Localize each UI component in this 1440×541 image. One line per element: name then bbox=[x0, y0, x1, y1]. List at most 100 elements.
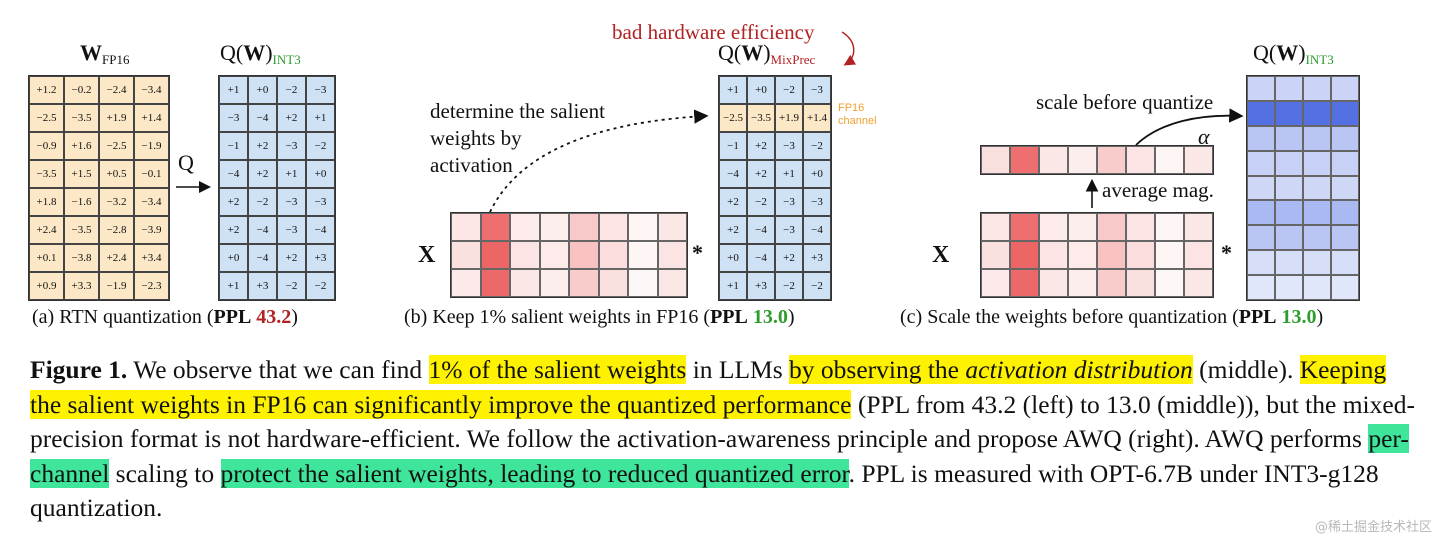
caption-a: (a) RTN quantization (PPL 43.2) bbox=[32, 306, 298, 328]
fp16-cell: +1.9 bbox=[99, 104, 134, 132]
mixprec-cell: +1.9 bbox=[775, 104, 803, 132]
activation-cell bbox=[1097, 213, 1126, 241]
fp16-cell: −3.4 bbox=[134, 188, 169, 216]
mixprec-cell: +1 bbox=[719, 272, 747, 300]
mixprec-cell: −2 bbox=[747, 188, 775, 216]
activation-cell bbox=[1155, 213, 1184, 241]
int3-cell: −2 bbox=[248, 188, 277, 216]
activation-cell bbox=[657, 269, 687, 297]
salient-dotted-arrow bbox=[489, 109, 709, 213]
activation-cell bbox=[510, 213, 540, 241]
activation-cell bbox=[1039, 269, 1068, 297]
int3-cell: −4 bbox=[219, 160, 248, 188]
activation-cell bbox=[1010, 213, 1039, 241]
fp16-cell: +1.6 bbox=[64, 132, 99, 160]
activation-cell bbox=[1184, 241, 1213, 269]
activation-cell bbox=[1039, 241, 1068, 269]
scaled-weight-cell bbox=[1303, 225, 1331, 251]
mixprec-cell: −4 bbox=[747, 216, 775, 244]
mixprec-cell: +1.4 bbox=[803, 104, 831, 132]
mixprec-cell: +0 bbox=[803, 160, 831, 188]
scaled-weight-cell bbox=[1275, 125, 1303, 151]
average-mag-cell bbox=[1097, 146, 1126, 174]
scale-before-quantize-label: scale before quantize bbox=[1036, 90, 1214, 114]
average-mag-label: average mag. bbox=[1102, 178, 1214, 202]
mixprec-cell: +3 bbox=[747, 272, 775, 300]
alpha-label: α bbox=[1198, 124, 1210, 149]
fp16-cell: −3.8 bbox=[64, 244, 99, 272]
scaled-weight-cell bbox=[1275, 76, 1303, 101]
fp16-channel-label: FP16 channel bbox=[838, 102, 877, 127]
fp16-cell: −2.8 bbox=[99, 216, 134, 244]
activation-cell bbox=[569, 213, 599, 241]
scaled-weight-cell bbox=[1247, 125, 1275, 151]
activation-cell bbox=[628, 241, 658, 269]
activation-heatmap-b bbox=[450, 212, 688, 298]
scaled-weight-cell bbox=[1247, 250, 1275, 276]
fp16-cell: −2.3 bbox=[134, 272, 169, 300]
fp16-cell: −2.5 bbox=[99, 132, 134, 160]
highlight-1: 1% of the salient weights bbox=[428, 355, 687, 384]
fp16-cell: +1.2 bbox=[29, 76, 64, 104]
q-w-mixprec-title: Q(W)MixPrec bbox=[718, 40, 816, 67]
figure-caption: Figure 1. We observe that we can find 1%… bbox=[30, 355, 1415, 522]
multiply-symbol-c: * bbox=[1221, 240, 1232, 265]
int3-cell: +2 bbox=[219, 188, 248, 216]
activation-cell bbox=[510, 269, 540, 297]
average-mag-cell bbox=[1184, 146, 1213, 174]
scaled-weight-cell bbox=[1247, 150, 1275, 176]
mixprec-cell: +2 bbox=[747, 160, 775, 188]
int3-cell: +2 bbox=[248, 160, 277, 188]
mixprec-cell: +2 bbox=[719, 216, 747, 244]
quantize-arrow-label: Q bbox=[178, 150, 194, 175]
activation-x-label-b: X bbox=[418, 242, 436, 268]
int3-cell: −3 bbox=[277, 216, 306, 244]
mixed-precision-weight-matrix: +1 +0 −2 −3 −2.5 −3.5 +1.9 +1.4 −1 +2 −3 −2 −4 +2 +1 +0… bbox=[718, 75, 832, 301]
scaled-weight-cell bbox=[1275, 175, 1303, 201]
mixprec-cell: −4 bbox=[747, 244, 775, 272]
fp16-cell: −1.9 bbox=[99, 272, 134, 300]
mixprec-cell: −3.5 bbox=[747, 104, 775, 132]
activation-cell bbox=[451, 213, 481, 241]
scaled-weight-cell bbox=[1331, 175, 1359, 201]
int3-cell: −4 bbox=[306, 216, 335, 244]
activation-cell bbox=[539, 213, 569, 241]
int3-cell: −4 bbox=[248, 104, 277, 132]
average-magnitude-strip bbox=[980, 145, 1214, 175]
scaled-weight-cell bbox=[1331, 150, 1359, 176]
activation-cell bbox=[1097, 269, 1126, 297]
scaled-weight-cell bbox=[1303, 175, 1331, 201]
bad-efficiency-arrow bbox=[841, 31, 857, 66]
fp16-cell: +0.9 bbox=[29, 272, 64, 300]
int3-cell: +2 bbox=[277, 104, 306, 132]
int3-cell: −4 bbox=[248, 216, 277, 244]
q-w-int3-title-a: Q(W)INT3 bbox=[220, 40, 301, 67]
int3-cell: +1 bbox=[306, 104, 335, 132]
activation-cell bbox=[657, 241, 687, 269]
average-mag-cell bbox=[1155, 146, 1184, 174]
int3-cell: −2 bbox=[277, 76, 306, 104]
scaled-weight-cell bbox=[1331, 125, 1359, 151]
mixprec-cell: +2 bbox=[747, 132, 775, 160]
mixprec-cell: −3 bbox=[775, 188, 803, 216]
int3-cell: −2 bbox=[306, 272, 335, 300]
activation-cell bbox=[451, 269, 481, 297]
activation-cell bbox=[1068, 213, 1097, 241]
fp16-cell: −3.9 bbox=[134, 216, 169, 244]
activation-cell bbox=[569, 269, 599, 297]
fp16-cell: −3.5 bbox=[64, 216, 99, 244]
activation-cell bbox=[981, 213, 1010, 241]
mixprec-cell: −2 bbox=[803, 272, 831, 300]
scaled-weight-cell bbox=[1331, 275, 1359, 300]
w-fp16-title: WFP16 bbox=[80, 40, 130, 67]
activation-cell bbox=[981, 269, 1010, 297]
fp16-cell: −1.6 bbox=[64, 188, 99, 216]
caption-b: (b) Keep 1% salient weights in FP16 (PPL… bbox=[404, 306, 795, 328]
int3-cell: +0 bbox=[248, 76, 277, 104]
int3-cell: +1 bbox=[277, 160, 306, 188]
scaled-weight-cell bbox=[1275, 225, 1303, 251]
scaled-weight-cell bbox=[1303, 250, 1331, 276]
fp16-weight-matrix: +1.2 −0.2 −2.4 −3.4 −2.5 −3.5 +1.9 +1.4 −0.9 +1.6… bbox=[28, 75, 170, 301]
activation-cell bbox=[1068, 269, 1097, 297]
